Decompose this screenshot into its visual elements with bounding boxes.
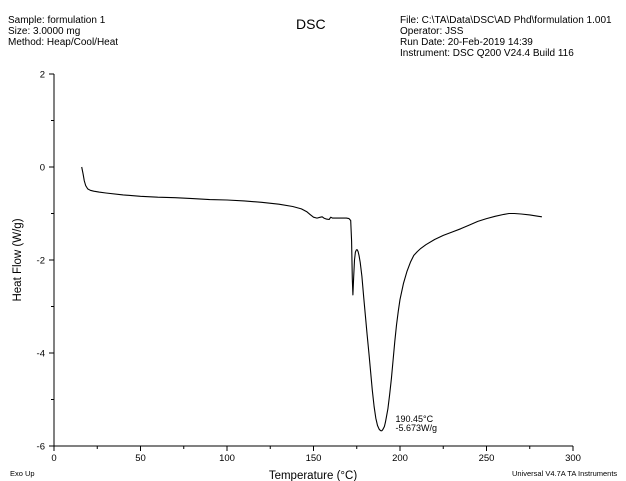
y-tick-label: -2 <box>37 256 45 267</box>
x-tick-label: 150 <box>306 453 322 464</box>
exo-direction: Exo Up <box>10 469 35 478</box>
y-axis-label: Heat Flow (W/g) <box>12 218 24 301</box>
operator: Operator: JSS <box>400 26 464 37</box>
x-tick-label: 300 <box>565 453 581 464</box>
sample-name: Sample: formulation 1 <box>8 15 106 26</box>
software-version: Universal V4.7A TA Instruments <box>512 469 618 478</box>
chart-annotations: 190.45°C-5.673W/g <box>395 414 437 433</box>
y-tick-label: -6 <box>37 442 45 453</box>
chart-ticks: 0 50 100 150 200 250 300 -6 -4 -2 0 2 <box>37 70 581 465</box>
heat-flow-line <box>81 166 542 432</box>
instrument: Instrument: DSC Q200 V24.4 Build 116 <box>400 48 574 59</box>
sample-size: Size: 3.0000 mg <box>8 26 81 37</box>
x-tick-label: 50 <box>135 453 146 464</box>
x-tick-label: 0 <box>51 453 56 464</box>
run-date: Run Date: 20-Feb-2019 14:39 <box>400 37 533 48</box>
method: Method: Heap/Cool/Heat <box>8 37 119 48</box>
chart-title: DSC <box>296 16 326 32</box>
x-tick-label: 250 <box>479 453 495 464</box>
y-tick-label: 2 <box>40 70 45 81</box>
chart-series <box>81 166 542 432</box>
peak-annotation: 190.45°C <box>395 414 433 424</box>
x-axis-label: Temperature (°C) <box>269 470 357 481</box>
run-info: File: C:\TA\Data\DSC\AD Phd\formulation … <box>400 15 612 59</box>
y-tick-label: -4 <box>37 349 45 360</box>
file-path: File: C:\TA\Data\DSC\AD Phd\formulation … <box>400 15 612 26</box>
y-tick-label: 0 <box>40 163 45 174</box>
x-tick-label: 100 <box>219 453 235 464</box>
peak-annotation: -5.673W/g <box>395 423 437 433</box>
sample-info: Sample: formulation 1 Size: 3.0000 mg Me… <box>8 15 118 48</box>
chart-axes <box>53 74 573 447</box>
x-tick-label: 200 <box>392 453 408 464</box>
